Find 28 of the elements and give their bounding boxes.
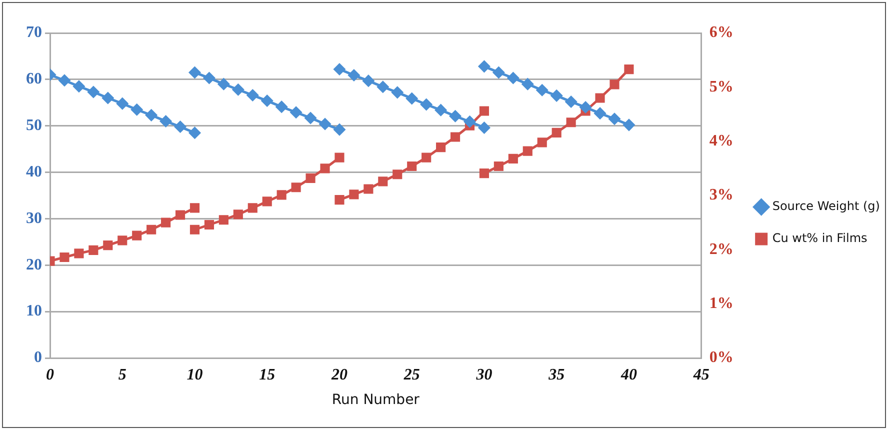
x-tick-label: 0: [46, 366, 54, 384]
y2-tick-label: 4%: [709, 132, 734, 150]
y-tick-label: 50: [26, 117, 42, 134]
y-tick-label: 20: [26, 256, 42, 274]
y-tick-label: 10: [26, 302, 42, 320]
x-tick-label: 20: [330, 366, 348, 384]
x-tick-label: 15: [259, 366, 276, 384]
legend-label: Cu wt% in Films: [772, 231, 868, 246]
x-tick-label: 35: [548, 366, 565, 384]
y-tick-label: 30: [26, 210, 42, 227]
x-axis-title: Run Number: [332, 392, 420, 408]
y2-tick-label: 6%: [709, 24, 734, 42]
y-tick-label: 40: [26, 163, 42, 180]
x-tick-label: 45: [692, 366, 710, 384]
x-tick-label: 25: [402, 366, 420, 384]
x-tick-label: 30: [475, 366, 492, 384]
x-tick-label: 10: [186, 366, 203, 384]
x-tick-label: 5: [118, 366, 126, 384]
y2-tick-label: 2%: [709, 240, 734, 258]
y2-tick-label: 1%: [709, 294, 734, 312]
y2-tick-label: 0%: [709, 349, 734, 366]
legend-label: Source Weight (g): [772, 199, 880, 214]
y-tick-label: 60: [26, 70, 42, 88]
x-tick-label: 40: [620, 366, 637, 384]
y2-tick-label: 3%: [709, 186, 734, 204]
y-tick-label: 70: [26, 24, 42, 42]
y2-tick-label: 5%: [709, 78, 734, 96]
y-tick-label: 0: [34, 349, 42, 366]
